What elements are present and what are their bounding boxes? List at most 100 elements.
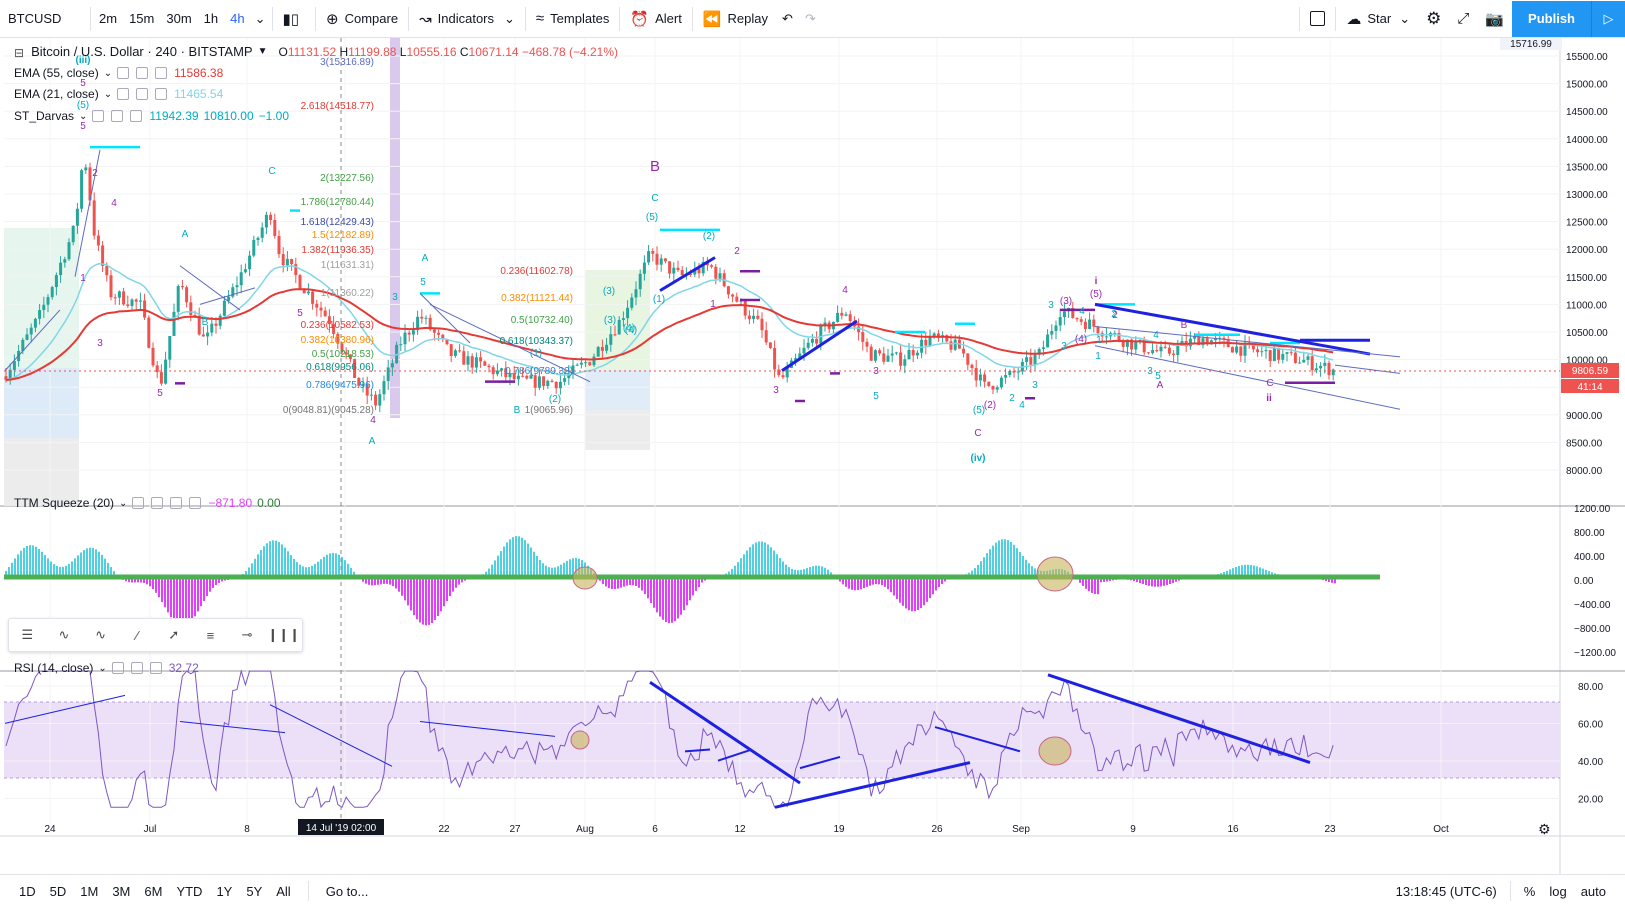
alert-button[interactable]: ⏰ Alert: [622, 0, 689, 38]
ttm-legend[interactable]: TTM Squeeze (20) ⌄ −871.80 0.00: [14, 496, 281, 510]
publish-button[interactable]: Publish: [1512, 0, 1591, 37]
undo-button[interactable]: ↶: [776, 0, 799, 38]
candle-body: [214, 323, 218, 326]
chevron-down-icon[interactable]: ⌄: [103, 88, 113, 100]
candle-body: [840, 312, 844, 316]
chevron-down-icon[interactable]: ⌄: [79, 110, 88, 122]
chevron-down-icon[interactable]: ⌄: [119, 497, 128, 509]
interval-2m[interactable]: 2m: [99, 11, 118, 26]
rsi-legend[interactable]: RSI (14, close) ⌄ 32.72: [14, 661, 199, 675]
wave-label: 5: [1155, 371, 1161, 382]
ttm-tick-label: −1200.00: [1574, 648, 1616, 659]
templates-button[interactable]: ≈ Templates: [528, 0, 617, 38]
range-1y[interactable]: 1Y: [216, 883, 233, 899]
candle-body: [1235, 346, 1239, 353]
gear-icon[interactable]: [151, 497, 164, 509]
hide-icon[interactable]: [170, 497, 183, 509]
interval-30m[interactable]: 30m: [166, 11, 192, 26]
candle-body: [201, 334, 205, 337]
candle-body: [1264, 350, 1268, 352]
horizontal-lines-tool[interactable]: ☰: [13, 623, 41, 647]
interval-dropdown[interactable]: ⌄: [251, 0, 270, 38]
candle-body: [1155, 350, 1159, 352]
gear-icon[interactable]: [111, 110, 124, 122]
eye-icon[interactable]: [111, 662, 124, 674]
redo-button[interactable]: ↷: [799, 0, 822, 38]
close-icon[interactable]: [130, 110, 143, 122]
candle-body: [533, 375, 537, 388]
close-icon[interactable]: [155, 88, 168, 100]
candle-body: [697, 268, 701, 274]
range-5d[interactable]: 5D: [49, 883, 67, 899]
candle-body: [411, 330, 415, 335]
candle-body: [584, 362, 588, 364]
fib-tool[interactable]: ≡: [196, 623, 224, 647]
fullscreen-button[interactable]: ⤢: [1449, 0, 1477, 38]
close-icon[interactable]: [155, 67, 168, 79]
elliott-abc-tool[interactable]: ∿: [87, 623, 115, 647]
wave-label: (5): [973, 405, 985, 416]
candle-body: [924, 339, 928, 346]
eye-icon[interactable]: [92, 110, 105, 122]
candle-body: [29, 327, 33, 335]
goto-button[interactable]: Go to...: [325, 883, 369, 899]
chevron-down-icon[interactable]: ⌄: [98, 662, 107, 674]
wave-label: B: [1181, 320, 1188, 331]
interval-1h[interactable]: 1h: [203, 11, 219, 26]
percent-toggle[interactable]: %: [1523, 883, 1536, 899]
range-3m[interactable]: 3M: [112, 883, 131, 899]
gear-icon[interactable]: [130, 662, 143, 674]
ema55-legend[interactable]: EMA (55, close) ⌄ 11586.38: [14, 66, 223, 80]
time-tick-label: Aug: [576, 824, 594, 835]
darvas-legend[interactable]: ST_Darvas ⌄ 11942.39 10810.00 −1.00: [14, 109, 289, 123]
eye-icon[interactable]: [132, 497, 145, 509]
snapshot-button[interactable]: 📷: [1477, 0, 1512, 38]
auto-toggle[interactable]: auto: [1580, 883, 1606, 899]
close-icon[interactable]: [189, 497, 202, 509]
chevron-down-icon[interactable]: ▼: [257, 46, 268, 57]
interval-15m[interactable]: 15m: [129, 11, 155, 26]
ema21-legend[interactable]: EMA (21, close) ⌄ 11465.54: [14, 87, 223, 101]
range-6m[interactable]: 6M: [144, 883, 163, 899]
candle-body: [109, 275, 113, 298]
layout-button[interactable]: [1302, 0, 1333, 38]
chart-canvas[interactable]: (iii)5(5)524CAB135A5345A(3)B(5)CB(1)(2)2…: [0, 36, 1625, 874]
range-1d[interactable]: 1D: [19, 883, 36, 899]
publish-play-button[interactable]: ▷: [1591, 0, 1625, 37]
clock[interactable]: 13:18:45 (UTC-6): [1395, 883, 1497, 899]
compare-button[interactable]: ⊕ Compare: [318, 0, 406, 38]
indicators-button[interactable]: ↝ Indicators ⌄: [411, 0, 523, 38]
main-legend[interactable]: ⊟ Bitcoin / U.S. Dollar · 240 · BITSTAMP…: [14, 44, 618, 60]
elliott-impulse-tool[interactable]: ∿: [50, 623, 78, 647]
bars-tool[interactable]: ❙❙❙: [267, 623, 300, 647]
candle-body: [50, 287, 54, 298]
candle-body: [12, 361, 16, 370]
range-1m[interactable]: 1M: [80, 883, 99, 899]
time-tick-label: 16: [1227, 824, 1239, 835]
gear-icon[interactable]: [136, 88, 149, 100]
replay-button[interactable]: ⏪ Replay: [695, 0, 776, 38]
horizontal-ray-tool[interactable]: ⊸: [233, 623, 261, 647]
gear-icon[interactable]: [136, 67, 149, 79]
settings-button[interactable]: ⚙: [1418, 0, 1449, 38]
candle-body: [390, 363, 394, 368]
range-ytd[interactable]: YTD: [176, 883, 203, 899]
range-5y[interactable]: 5Y: [246, 883, 263, 899]
candle-body: [1319, 365, 1323, 369]
range-all[interactable]: All: [276, 883, 291, 899]
ray-tool[interactable]: ➚: [160, 623, 188, 647]
chart-area[interactable]: (iii) 5 (5) 5 2 4 C A B 1 3 5 A 5 3 4 5 A (3) B (5) C B (1) (2) 2…: [0, 36, 1625, 907]
star-button[interactable]: ☁ Star ⌄: [1338, 0, 1418, 38]
chart-type-button[interactable]: ▮▯: [275, 0, 314, 38]
chevron-down-icon[interactable]: ⌄: [103, 67, 113, 79]
candle-body: [680, 270, 684, 276]
close-icon[interactable]: [149, 662, 162, 674]
interval-4h[interactable]: 4h: [230, 11, 245, 26]
eye-icon[interactable]: [117, 88, 130, 100]
collapse-icon[interactable]: ⊟: [14, 45, 25, 60]
eye-icon[interactable]: [117, 67, 130, 79]
log-toggle[interactable]: log: [1549, 883, 1567, 899]
symbol-search[interactable]: BTCUSD: [0, 0, 88, 38]
redo-icon: ↷: [804, 10, 816, 26]
trend-line-tool[interactable]: ∕: [123, 623, 151, 647]
